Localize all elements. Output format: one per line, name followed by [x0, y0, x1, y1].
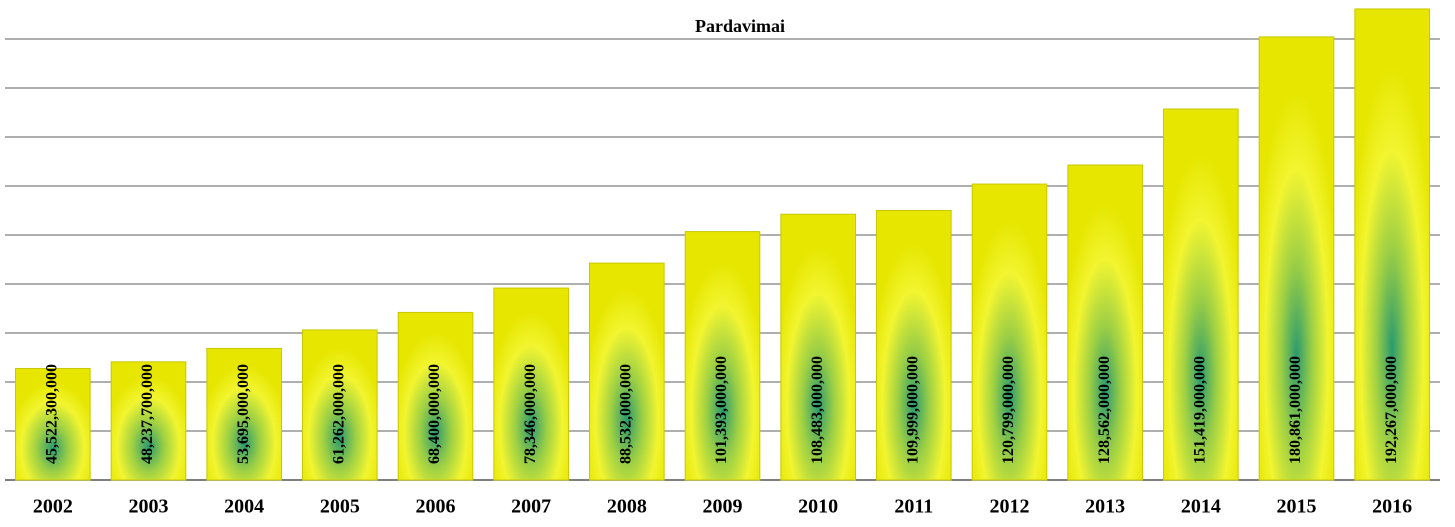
- bar: [876, 210, 952, 481]
- bar: [493, 287, 569, 481]
- value-label: 53,695,000,000: [235, 364, 252, 464]
- x-tick-label: 2011: [894, 496, 933, 518]
- x-tick-label: 2002: [33, 496, 73, 518]
- bar: [1163, 108, 1239, 481]
- bar: [397, 311, 474, 481]
- value-label: 78,346,000,000: [522, 364, 539, 464]
- x-tick-label: 2012: [990, 496, 1030, 518]
- x-tick-label: 2014: [1181, 496, 1221, 518]
- x-tick-label: 2013: [1085, 496, 1125, 518]
- value-label: 180,861,000,000: [1287, 356, 1304, 464]
- x-tick-label: 2003: [129, 496, 169, 518]
- value-label: 108,483,000,000: [809, 356, 826, 464]
- x-tick-label: 2005: [320, 496, 360, 518]
- bar: [780, 213, 856, 481]
- x-tick-label: 2007: [511, 496, 551, 518]
- value-label: 151,419,000,000: [1192, 356, 1209, 464]
- bar: [589, 262, 665, 481]
- value-label: 120,799,000,000: [1000, 356, 1017, 464]
- value-label: 109,999,000,000: [905, 356, 922, 464]
- value-label: 61,262,000,000: [331, 364, 348, 464]
- bar: [1354, 8, 1430, 481]
- x-tick-label: 2006: [416, 496, 456, 518]
- value-label: 88,532,000,000: [618, 364, 635, 464]
- bar: [206, 347, 282, 481]
- x-tick-label: 2015: [1277, 496, 1317, 518]
- x-tick-label: 2016: [1372, 496, 1412, 518]
- value-label: 45,522,300,000: [44, 364, 61, 464]
- bar: [302, 329, 378, 481]
- x-tick-label: 2009: [703, 496, 743, 518]
- bar: [15, 367, 91, 481]
- bar: [1258, 36, 1335, 481]
- chart-title: Pardavimai: [695, 16, 785, 36]
- value-label: 68,400,000,000: [426, 364, 443, 464]
- value-label: 101,393,000,000: [713, 356, 730, 464]
- x-tick-label: 2004: [224, 496, 264, 518]
- x-tick-label: 2008: [607, 496, 647, 518]
- value-label: 192,267,000,000: [1383, 356, 1400, 464]
- x-tick-label: 2010: [798, 496, 838, 518]
- bar: [1067, 164, 1143, 481]
- value-label: 128,562,000,000: [1096, 356, 1113, 464]
- bar: [971, 183, 1048, 481]
- bar: [684, 231, 761, 481]
- value-label: 48,237,700,000: [139, 364, 156, 464]
- bar: [110, 361, 187, 481]
